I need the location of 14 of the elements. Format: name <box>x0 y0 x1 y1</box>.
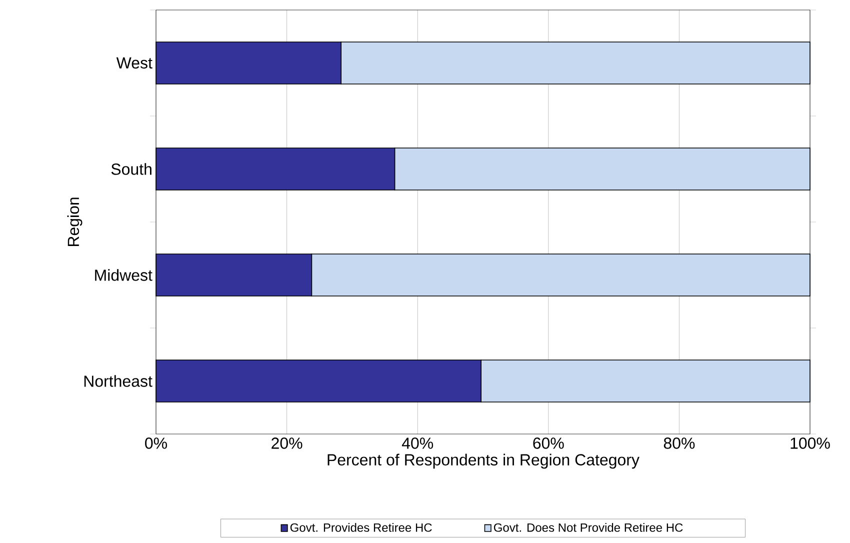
legend-label: Govt. Does Not Provide Retiree HC <box>494 523 683 532</box>
x-axis-title: Percent of Respondents in Region Category <box>328 454 640 469</box>
x-tick-label: 20% <box>272 438 302 449</box>
x-tick-label: 40% <box>402 438 434 449</box>
y-tick-label: Northeast <box>84 375 152 387</box>
legend-label: Govt. Provides Retiree HC <box>290 523 432 532</box>
y-axis-title: Region <box>67 198 82 246</box>
y-tick-label: West <box>116 57 152 69</box>
x-tick-label: 100% <box>790 438 830 449</box>
y-tick-label: Midwest <box>95 269 152 281</box>
x-tick-label: 80% <box>664 438 695 449</box>
x-tick-label: 60% <box>533 438 564 449</box>
x-tick-label: 0% <box>145 438 167 449</box>
y-tick-label: South <box>111 163 152 175</box>
